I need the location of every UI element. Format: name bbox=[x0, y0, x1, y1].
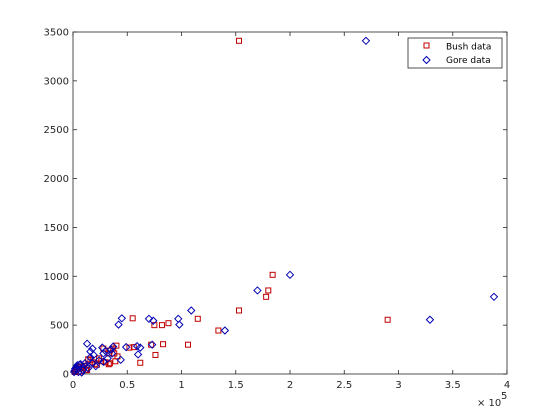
bush-data-point bbox=[236, 307, 243, 314]
legend-label-gore: Gore data bbox=[446, 56, 491, 66]
y-tick-label: 1000 bbox=[44, 272, 69, 283]
y-tick-label: 2500 bbox=[44, 125, 69, 136]
gore-data-point bbox=[101, 346, 110, 356]
y-tick-label: 3500 bbox=[44, 28, 69, 39]
y-tick-label: 2000 bbox=[44, 174, 69, 185]
gore-data-point bbox=[83, 363, 93, 373]
y-tick-label: 500 bbox=[50, 321, 69, 332]
gore-data-point bbox=[82, 339, 92, 348]
gore-data-point bbox=[144, 314, 154, 323]
x-tick-label: 0.5 bbox=[119, 380, 135, 391]
gore-data-point bbox=[117, 314, 127, 323]
gore-data-point bbox=[149, 316, 158, 325]
gore-data-point bbox=[116, 355, 125, 365]
gore-data-point bbox=[220, 326, 230, 335]
x-exponent-label: × 10 5 bbox=[477, 391, 507, 409]
gore-data-point bbox=[121, 342, 131, 352]
legend-marker-bush bbox=[423, 42, 430, 49]
x-tick-label: 1 bbox=[178, 380, 184, 391]
gore-data-point bbox=[73, 360, 82, 370]
gore-data-point bbox=[99, 349, 108, 358]
gore-data-point bbox=[136, 343, 145, 352]
x-exponent-base: × 10 bbox=[477, 398, 501, 409]
bush-data-point bbox=[265, 287, 272, 294]
gore-data-point bbox=[89, 350, 98, 360]
y-tick-label: 3000 bbox=[44, 76, 69, 87]
bush-data-point bbox=[158, 322, 165, 329]
gore-data-point bbox=[107, 349, 117, 358]
gore-data-point bbox=[103, 354, 112, 363]
gore-data-point bbox=[253, 286, 262, 295]
gore-data-point bbox=[147, 340, 157, 349]
bush-data-point bbox=[129, 315, 136, 322]
gore-data-point bbox=[187, 306, 196, 315]
legend-label-bush: Bush data bbox=[446, 43, 491, 53]
gore-data-point bbox=[489, 292, 499, 302]
bush-data-point bbox=[137, 359, 144, 366]
series-gore-points bbox=[69, 36, 499, 377]
x-tick-label: 4 bbox=[504, 380, 510, 391]
gore-data-point bbox=[175, 320, 184, 329]
gore-data-point bbox=[91, 361, 100, 371]
bush-data-point bbox=[269, 271, 276, 278]
bush-data-point bbox=[106, 360, 113, 367]
axis-ticks: 0 0.5 1 1.5 2 2.5 3 3.5 4 0 500 1000 1500 2000 2500 300… bbox=[44, 28, 511, 392]
bush-data-point bbox=[165, 320, 172, 327]
gore-data-point bbox=[75, 360, 84, 369]
x-exponent-power: 5 bbox=[501, 391, 507, 402]
gore-data-point bbox=[78, 365, 87, 375]
x-tick-label: 2 bbox=[287, 380, 293, 391]
y-tick-label: 0 bbox=[63, 370, 69, 381]
gore-data-point bbox=[86, 353, 95, 362]
gore-data-point bbox=[77, 368, 86, 377]
plot-area bbox=[72, 31, 508, 375]
gore-data-point bbox=[425, 315, 435, 324]
gore-data-point bbox=[285, 270, 295, 280]
bush-data-point bbox=[236, 37, 243, 44]
axes-box bbox=[72, 31, 508, 375]
bush-data-point bbox=[263, 293, 270, 300]
bush-data-point bbox=[384, 316, 391, 323]
bush-data-point bbox=[194, 315, 201, 322]
gore-data-point bbox=[99, 357, 108, 366]
gore-data-point bbox=[361, 36, 371, 46]
bush-data-point bbox=[100, 345, 107, 352]
y-tick-label: 1500 bbox=[44, 223, 69, 234]
gore-data-point bbox=[74, 367, 83, 377]
gore-data-point bbox=[114, 320, 123, 329]
bush-data-point bbox=[130, 344, 137, 351]
bush-data-point bbox=[96, 355, 103, 362]
x-tick-label: 3 bbox=[395, 380, 401, 391]
gore-data-point bbox=[133, 350, 143, 359]
gore-data-point bbox=[106, 345, 116, 354]
bush-data-point bbox=[160, 341, 167, 348]
x-tick-label: 3.5 bbox=[445, 380, 461, 391]
legend-box bbox=[407, 37, 503, 69]
bush-data-point bbox=[152, 351, 159, 358]
bush-data-point bbox=[105, 361, 112, 368]
bush-data-point bbox=[126, 344, 133, 351]
x-tick-label: 0 bbox=[70, 380, 76, 391]
gore-data-point bbox=[94, 356, 104, 365]
bush-data-point bbox=[185, 341, 192, 348]
x-tick-label: 2.5 bbox=[336, 380, 352, 391]
legend-marker-gore bbox=[422, 55, 431, 65]
gore-data-point bbox=[108, 342, 118, 351]
x-tick-label: 1.5 bbox=[228, 380, 244, 391]
legend: Bush data Gore data bbox=[407, 37, 503, 69]
